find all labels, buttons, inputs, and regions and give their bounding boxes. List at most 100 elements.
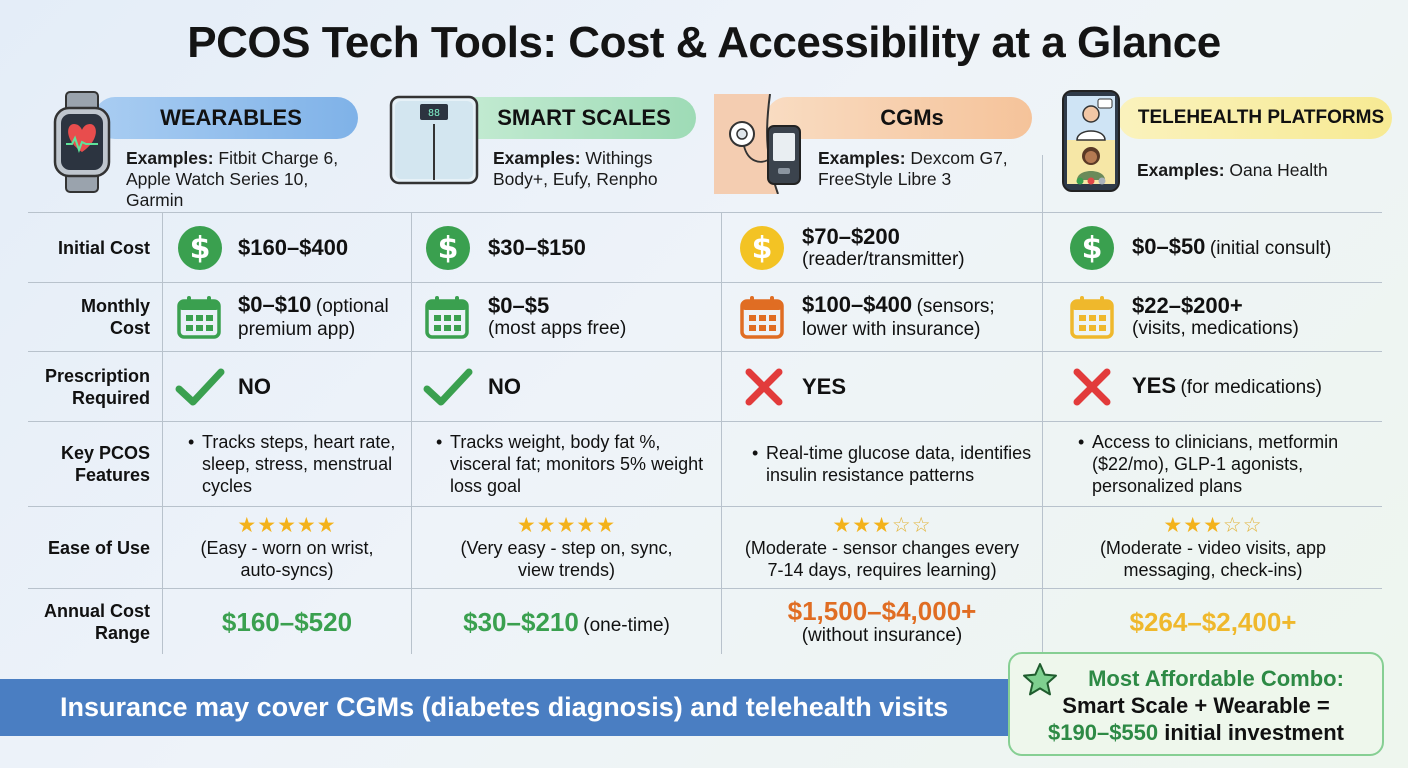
monthly-cost-note: (sensors; lower with insurance) [802,295,995,340]
ease-text: (Easy - worn on wrist, auto-syncs) [200,537,374,580]
star-rating: ★★★☆☆ [832,513,931,537]
ease-smart-scales: ★★★★★ (Very easy - step on, sync, view t… [412,507,721,588]
features-smart-scales: • Tracks weight, body fat %, visceral fat… [434,422,716,506]
category-pill-smart-scales: SMART SCALES [444,97,696,139]
checkmark-icon [423,368,473,405]
monthly-cost-smart-scales: $0–$5 (most apps free) [424,283,716,351]
column-divider [162,212,163,654]
dollar-coin-icon: $ [1070,225,1114,270]
row-divider [28,212,1382,213]
ease-text: (Moderate - video visits, app messaging,… [1099,537,1327,580]
initial-cost-wearables: $ $160–$400 [176,213,408,282]
star-filled-icon: ★ [556,513,577,537]
feature-bullet: • Tracks steps, heart rate, sleep, stress… [188,432,396,496]
feature-bullet: • Tracks weight, body fat %, visceral fat… [436,432,704,496]
page-title: PCOS Tech Tools: Cost & Accessibility at… [187,18,1221,67]
annual-value: $1,500–$4,000+ [787,596,977,626]
star-filled-icon: ★ [536,513,557,537]
initial-cost-smart-scales: $ $30–$150 [424,213,716,282]
monthly-cost-note: (most apps free) [488,318,627,339]
star-rating: ★★★★★ [516,513,617,537]
examples-text: Examples: Withings Body+, Eufy, Renpho [493,148,658,189]
row-label-ease: Ease of Use [47,537,150,558]
red-x-icon [1073,368,1111,405]
monthly-cost-telehealth: $22–$200+ (visits, medications) [1068,283,1382,351]
star-filled-icon: ★ [257,513,278,537]
monthly-cost-wearables: $0–$10 (optional premium app) [176,283,410,351]
category-name: CGMs [880,105,944,130]
examples-text: Examples: Fitbit Charge 6, Apple Watch S… [126,148,339,210]
row-divider [28,282,1382,283]
star-filled-icon: ★ [277,513,297,537]
star-badge-icon [1023,663,1057,696]
column-header-cgms: CGMs Examples: Dexcom G7, FreeStyle Libr… [714,88,1034,210]
initial-cost-value: $30–$150 [488,234,586,260]
star-filled-icon: ★ [237,513,258,537]
row-label-initial-cost: Initial Cost [57,237,150,258]
dollar-coin-icon: $ [178,225,222,270]
prescription-telehealth: YES (for medications) [1070,352,1382,421]
category-name: TELEHEALTH PLATFORMS [1137,107,1385,128]
prescription-cgms: YES [742,352,1038,421]
dollar-coin-icon: $ [740,225,784,270]
column-divider [721,212,722,654]
annual-smart-scales: $30–$210 (one-time) [412,589,721,655]
column-divider [411,212,412,654]
annual-note: (without insurance) [801,625,963,646]
initial-cost-value: $160–$400 [238,234,349,260]
monthly-cost-value: $0–$10 [238,291,312,317]
monthly-cost-note: (optional premium app) [238,295,389,340]
initial-cost-note: (initial consult) [1209,238,1332,259]
calendar-icon [1070,296,1114,339]
category-name: WEARABLES [160,105,302,130]
annual-wearables: $160–$520 [163,589,411,655]
star-filled-icon: ★ [1203,513,1223,537]
features-wearables: • Tracks steps, heart rate, sleep, stress… [186,422,408,506]
column-header-telehealth: TELEHEALTH PLATFORMS Examples: Oana Heal… [1060,88,1400,210]
features-telehealth: • Access to clinicians, metformin ($22/mo… [1076,422,1382,506]
svg-text:$: $ [190,231,211,266]
monthly-cost-cgms: $100–$400 (sensors; lower with insurance… [738,283,1040,351]
combo-formula: Smart Scale + Wearable = [1062,693,1330,718]
initial-cost-note: (reader/transmitter) [802,248,965,270]
annual-note: (one-time) [583,614,670,636]
prescription-value: YES [802,373,847,399]
annual-telehealth: $264–$2,400+ [1043,589,1383,655]
row-divider [28,506,1382,507]
star-filled-icon: ★ [1163,513,1184,537]
ease-text: (Moderate - sensor changes every 7-14 da… [744,537,1020,580]
star-empty-icon: ☆ [1222,513,1243,537]
column-header-wearables: WEARABLES Examples: Fitbit Charge 6, App… [50,88,370,210]
star-rating: ★★★★★ [237,513,337,537]
svg-text:$: $ [438,231,459,266]
category-pill-cgms: CGMs [766,97,1032,139]
ease-cgms: ★★★☆☆ (Moderate - sensor changes every 7… [722,507,1042,588]
red-x-icon [745,368,783,405]
examples-text: Examples: Oana Health [1137,160,1328,180]
star-rating: ★★★☆☆ [1163,513,1263,537]
star-filled-icon: ★ [316,513,337,537]
star-filled-icon: ★ [596,513,617,537]
initial-cost-cgms: $ $70–$200 (reader/transmitter) [738,213,1038,282]
star-empty-icon: ☆ [891,513,912,537]
affordable-combo-callout: Most Affordable Combo: Smart Scale + Wea… [1008,652,1384,756]
prescription-note: (for medications) [1180,377,1322,398]
svg-text:$: $ [752,231,773,266]
row-label-monthly-cost: Monthly Cost [81,296,150,338]
prescription-value: YES [1132,373,1177,398]
initial-cost-value: $0–$50 [1132,234,1206,259]
category-pill-telehealth: TELEHEALTH PLATFORMS [1118,97,1392,139]
feature-bullet: • Real-time glucose data, identifies insu… [752,443,1032,485]
ease-wearables: ★★★★★ (Easy - worn on wrist, auto-syncs) [163,507,411,588]
annual-value: $30–$210 [463,606,579,637]
svg-text:$: $ [1082,231,1103,266]
monthly-cost-value: $22–$200+ [1132,293,1243,318]
monthly-cost-value: $100–$400 [802,291,913,317]
row-label-annual: Annual Cost Range [44,601,150,643]
video-call-phone-icon [1062,90,1120,192]
star-empty-icon: ☆ [1242,513,1263,537]
insurance-banner: Insurance may cover CGMs (diabetes diagn… [0,679,1050,736]
star-filled-icon: ★ [516,513,537,537]
feature-bullet: • Access to clinicians, metformin ($22/mo… [1078,432,1339,496]
star-filled-icon: ★ [852,513,873,537]
